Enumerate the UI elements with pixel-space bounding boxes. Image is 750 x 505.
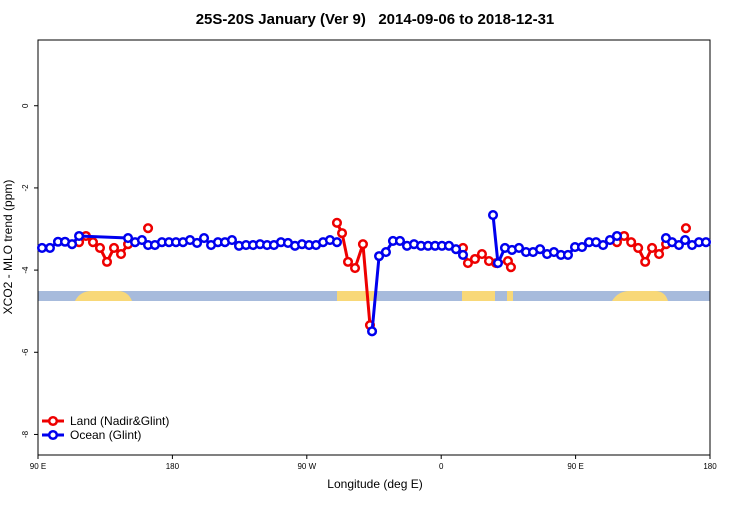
data-point	[349, 262, 361, 274]
x-tick-label: 90 E	[30, 462, 46, 471]
data-point	[115, 249, 127, 260]
x-axis-label: Longitude (deg E)	[327, 477, 422, 491]
x-tick-label: 90 W	[297, 462, 316, 471]
data-point	[336, 228, 348, 239]
data-point	[640, 256, 651, 267]
legend-marker	[47, 415, 59, 427]
data-point	[505, 262, 516, 273]
data-point	[94, 242, 106, 253]
chart-title: 25S-20S January (Ver 9) 2014-09-06 to 20…	[196, 11, 555, 28]
data-point	[469, 253, 480, 265]
data-point	[700, 237, 712, 248]
data-point	[654, 249, 665, 260]
data-point	[101, 256, 113, 267]
y-tick-label: -6	[21, 348, 30, 356]
y-tick-label: -2	[21, 184, 30, 192]
data-point	[342, 256, 354, 267]
legend-marker	[47, 429, 59, 441]
data-point	[611, 230, 623, 242]
legend-label: Land (Nadir&Glint)	[70, 414, 169, 428]
data-point	[513, 242, 525, 253]
legend-label: Ocean (Glint)	[70, 428, 141, 442]
data-point	[331, 237, 343, 248]
data-point	[122, 232, 134, 244]
data-point	[357, 239, 368, 250]
data-point	[374, 251, 385, 262]
data-point	[367, 326, 378, 337]
data-point	[331, 217, 343, 228]
y-tick-label: -4	[21, 266, 30, 274]
data-point	[74, 230, 85, 242]
data-point	[462, 258, 473, 269]
data-point	[673, 239, 684, 251]
y-tick-label: 0	[21, 103, 30, 108]
data-point	[576, 242, 588, 253]
data-point	[450, 244, 462, 255]
data-point	[199, 232, 210, 244]
data-point	[562, 249, 574, 260]
data-point	[535, 244, 546, 255]
data-point	[87, 237, 99, 248]
data-point	[487, 209, 499, 221]
data-point	[143, 223, 154, 234]
data-point	[492, 258, 503, 269]
data-point	[604, 235, 615, 246]
y-tick-label: -8	[21, 430, 30, 438]
y-axis-label: XCO2 - MLO trend (ppm)	[1, 180, 15, 315]
data-point	[66, 239, 78, 250]
data-point	[457, 249, 469, 260]
data-point	[598, 239, 609, 251]
data-point	[108, 242, 120, 253]
plot-frame	[37, 39, 711, 456]
series-line	[335, 222, 372, 326]
data-point	[44, 242, 55, 253]
data-point	[380, 246, 391, 258]
x-tick-label: 0	[439, 462, 444, 471]
x-tick-label: 180	[703, 462, 717, 471]
data-point	[626, 237, 637, 248]
x-tick-label: 90 E	[567, 462, 583, 471]
data-point	[647, 242, 658, 253]
data-point	[680, 235, 691, 246]
data-point	[394, 235, 406, 246]
data-point	[476, 249, 488, 260]
data-point	[136, 235, 147, 246]
data-point	[36, 242, 48, 253]
x-tick-label: 180	[166, 462, 180, 471]
data-point	[191, 237, 203, 249]
data-point	[680, 223, 692, 234]
data-point	[226, 235, 238, 246]
data-point	[633, 242, 644, 253]
